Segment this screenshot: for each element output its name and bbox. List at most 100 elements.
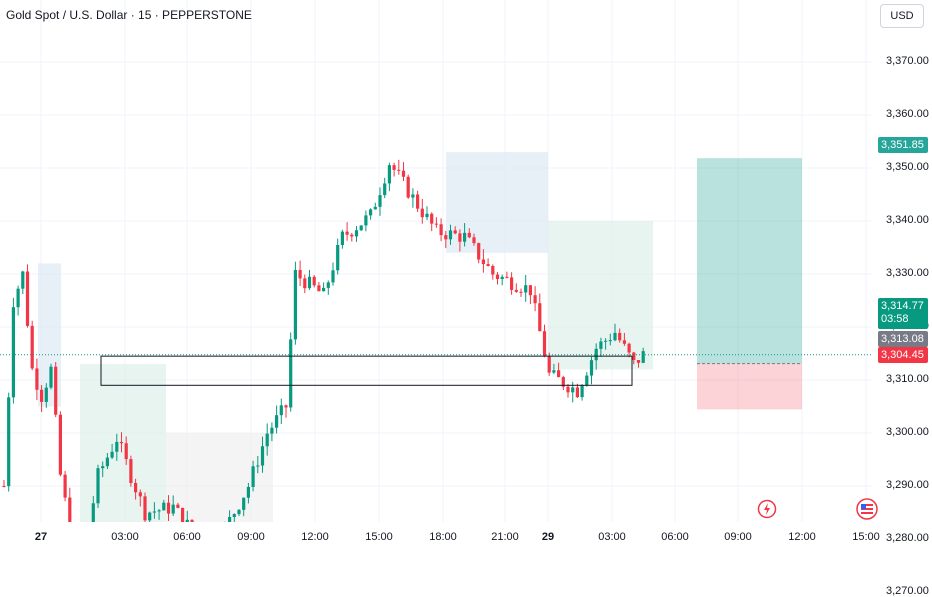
price-chart[interactable]: [0, 0, 872, 522]
candle-body: [16, 288, 20, 308]
candle-body: [434, 223, 438, 225]
candle-body: [171, 504, 175, 514]
candle-body: [40, 389, 44, 402]
price-tick-label: 3,330.00: [886, 267, 929, 279]
price-axis[interactable]: [872, 0, 932, 550]
candle-body: [547, 356, 551, 373]
candle-body: [533, 295, 537, 304]
time-tick-label: 09:00: [724, 531, 752, 543]
candle-body: [458, 233, 462, 242]
price-tick-label: 3,340.00: [886, 214, 929, 226]
bar-countdown: 03:58: [881, 313, 909, 325]
candle-body: [119, 441, 124, 444]
candle-body: [91, 503, 95, 522]
price-tick-label: 3,270.00: [886, 585, 929, 597]
candle-body: [143, 496, 147, 521]
candle-body: [566, 386, 570, 393]
candle-body: [105, 457, 109, 467]
candle-body: [406, 176, 410, 198]
candle-body: [284, 405, 288, 408]
current-price-value: 3,314.77: [881, 300, 924, 312]
time-tick-label: 29: [541, 531, 555, 543]
symbol-title[interactable]: Gold Spot / U.S. Dollar · 15 · PEPPERSTO…: [6, 8, 252, 22]
candle-body: [472, 237, 476, 244]
candle-body: [425, 213, 429, 218]
time-tick-label: 12:00: [788, 531, 816, 543]
candle-body: [350, 234, 354, 237]
candle-body: [242, 497, 246, 510]
candle-body: [571, 387, 575, 393]
candle-body: [416, 194, 420, 209]
chart-area[interactable]: [0, 0, 872, 522]
candle-body: [594, 348, 598, 361]
time-tick-label: 18:00: [429, 531, 457, 543]
candle-body: [401, 170, 406, 177]
candle-body: [148, 512, 152, 521]
candle-body: [25, 271, 30, 326]
candle-body: [129, 459, 133, 483]
candle-body: [96, 468, 100, 504]
current-price-label: 3,314.77 03:58: [878, 298, 928, 329]
price-tick-label: 3,370.00: [886, 55, 929, 67]
time-axis[interactable]: [0, 522, 872, 550]
candle-body: [495, 274, 500, 280]
candle-body: [340, 231, 344, 245]
candle-body: [11, 307, 15, 398]
candle-body: [270, 427, 274, 434]
time-tick-label: 03:00: [111, 531, 139, 543]
us-flag-icon[interactable]: [856, 498, 878, 525]
candle-body: [63, 474, 67, 498]
candle-body: [232, 514, 236, 518]
candle-body: [237, 509, 241, 515]
candle-body: [387, 165, 391, 184]
candle-body: [35, 368, 39, 390]
candle-body: [453, 230, 457, 234]
time-tick-label: 06:00: [173, 531, 201, 543]
time-tick-label: 27: [34, 531, 48, 543]
candle-body: [157, 510, 161, 512]
candle-body: [54, 366, 58, 415]
candle-body: [444, 235, 448, 240]
currency-button[interactable]: USD: [880, 4, 924, 28]
candle-body: [331, 270, 335, 283]
candle-body: [622, 340, 626, 344]
candle-body: [580, 385, 584, 398]
candle-body: [392, 165, 396, 170]
candle-body: [373, 206, 377, 210]
candle-body: [293, 270, 297, 340]
candle-body: [528, 285, 532, 296]
price-tick-label: 3,290.00: [886, 479, 929, 491]
candle-body: [322, 287, 326, 292]
candle-body: [439, 224, 443, 236]
candle-body: [176, 504, 180, 508]
candle-body: [354, 230, 359, 237]
candle-body: [500, 276, 504, 280]
candle-body: [397, 169, 401, 171]
candle-body: [101, 466, 105, 469]
candle-body: [256, 465, 260, 467]
candle-body: [627, 343, 631, 353]
lightning-icon[interactable]: [757, 499, 777, 524]
candle-body: [181, 507, 185, 522]
highlight-zone: [166, 433, 273, 522]
candle-body: [575, 387, 579, 398]
stop-loss-zone: [697, 363, 802, 410]
candle-body: [608, 340, 612, 342]
candle-body: [317, 285, 321, 292]
candle-body: [514, 289, 518, 292]
candle-body: [260, 446, 265, 466]
time-tick-label: 12:00: [301, 531, 329, 543]
candle-body: [58, 414, 62, 475]
candle-body: [279, 405, 283, 416]
candle-body: [336, 244, 340, 271]
candle-body: [448, 230, 453, 240]
candle-body: [557, 370, 561, 378]
candle-body: [307, 276, 312, 289]
candle-body: [463, 232, 467, 242]
candle-body: [364, 215, 368, 226]
candle-body: [510, 277, 514, 290]
candle-body: [246, 486, 250, 498]
time-tick-label: 15:00: [365, 531, 393, 543]
candle-body: [49, 366, 53, 388]
price-tick-label: 3,310.00: [886, 373, 929, 385]
